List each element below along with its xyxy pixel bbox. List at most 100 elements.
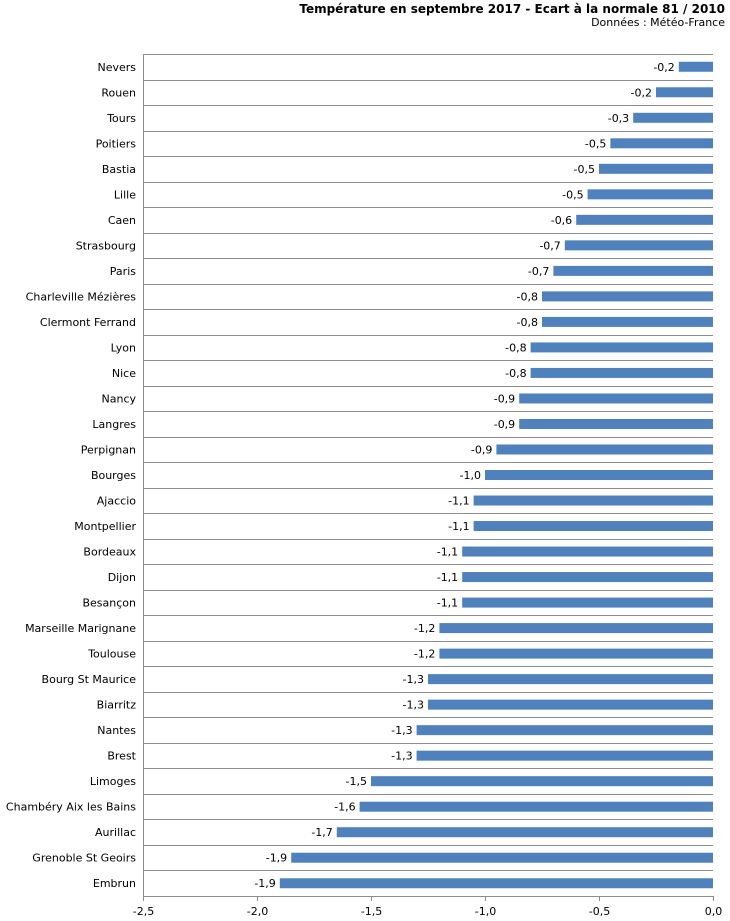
bar (428, 674, 713, 685)
bar (564, 240, 713, 251)
bar (428, 699, 713, 710)
bar (610, 138, 713, 149)
data-label: -0,5 (585, 137, 606, 150)
x-tick-label: -1,5 (361, 905, 382, 918)
bar (462, 546, 713, 557)
category-label: Poitiers (96, 137, 137, 150)
data-label: -0,7 (539, 239, 560, 252)
category-label: Biarritz (97, 699, 137, 712)
category-label: Paris (110, 265, 136, 278)
x-tick-label: -1,0 (475, 905, 496, 918)
category-label: Marseille Marignane (25, 622, 136, 635)
x-tick-label: 0,0 (705, 905, 723, 918)
category-label: Bordeaux (83, 546, 136, 559)
data-label: -0,8 (517, 316, 538, 329)
category-label: Clermont Ferrand (40, 316, 136, 329)
data-label: -1,7 (311, 826, 332, 839)
category-label: Montpellier (74, 520, 136, 533)
data-label: -1,9 (254, 877, 275, 890)
bar (530, 342, 713, 353)
data-label: -1,6 (334, 801, 355, 814)
data-label: -1,1 (448, 520, 469, 533)
bar (462, 597, 713, 608)
category-label: Nantes (97, 724, 136, 737)
bar (519, 418, 713, 429)
category-label: Nancy (102, 392, 137, 405)
bar (633, 112, 713, 123)
data-label: -0,8 (517, 290, 538, 303)
chart-title: Température en septembre 2017 - Ecart à … (299, 2, 725, 16)
category-label: Ajaccio (97, 495, 136, 508)
data-label: -1,2 (414, 622, 435, 635)
bar (496, 444, 713, 455)
data-label: -1,3 (391, 724, 412, 737)
category-label: Rouen (101, 86, 136, 99)
data-label: -1,3 (403, 699, 424, 712)
bar (576, 214, 713, 225)
data-label: -0,2 (653, 61, 674, 74)
bar (336, 827, 713, 838)
bar (371, 776, 713, 787)
data-label: -0,6 (551, 214, 572, 227)
x-tick-label: -2,0 (247, 905, 268, 918)
data-label: -1,2 (414, 648, 435, 661)
data-label: -0,3 (608, 112, 629, 125)
bar (439, 623, 713, 634)
category-label: Strasbourg (76, 239, 136, 252)
bar (553, 265, 713, 276)
data-label: -1,1 (437, 546, 458, 559)
data-label: -1,9 (266, 852, 287, 865)
data-label: -0,5 (574, 163, 595, 176)
bar (473, 495, 713, 506)
bar (416, 725, 713, 736)
data-label: -1,1 (437, 571, 458, 584)
bar (530, 367, 713, 378)
category-label: Lille (114, 188, 136, 201)
chart-subtitle: Données : Météo-France (591, 16, 725, 29)
data-label: -0,5 (562, 188, 583, 201)
bar (599, 163, 713, 174)
category-label: Aurillac (95, 826, 136, 839)
data-label: -1,3 (403, 673, 424, 686)
category-label: Besançon (82, 597, 136, 610)
data-label: -0,8 (505, 367, 526, 380)
category-label: Lyon (111, 341, 136, 354)
x-tick-label: -2,5 (133, 905, 154, 918)
category-label: Bourg St Maurice (42, 673, 137, 686)
bar (359, 801, 713, 812)
bar (678, 61, 713, 72)
bar (587, 189, 713, 200)
bar (473, 521, 713, 532)
data-label: -1,5 (346, 775, 367, 788)
category-label: Caen (108, 214, 136, 227)
data-label: -1,0 (460, 469, 481, 482)
data-label: -1,3 (391, 750, 412, 763)
data-label: -0,9 (494, 418, 515, 431)
category-label: Grenoble St Geoirs (32, 852, 136, 865)
category-label: Charleville Mézières (26, 290, 137, 303)
data-label: -0,7 (528, 265, 549, 278)
data-label: -1,1 (437, 597, 458, 610)
data-label: -0,9 (471, 443, 492, 456)
bar (542, 316, 713, 327)
bar (416, 750, 713, 761)
category-label: Nice (112, 367, 136, 380)
bar (439, 648, 713, 659)
category-label: Bastia (102, 163, 136, 176)
x-tick-label: -0,5 (589, 905, 610, 918)
bar (279, 878, 713, 889)
category-label: Nevers (97, 61, 136, 74)
category-label: Limoges (90, 775, 136, 788)
bar (291, 852, 713, 863)
category-label: Perpignan (81, 443, 136, 456)
bar (485, 470, 713, 480)
data-label: -0,2 (631, 86, 652, 99)
category-label: Chambéry Aix les Bains (6, 801, 136, 814)
bar (462, 572, 713, 583)
category-label: Tours (106, 112, 136, 125)
category-label: Toulouse (87, 648, 136, 661)
category-label: Dijon (108, 571, 136, 584)
data-label: -1,1 (448, 495, 469, 508)
bar (542, 291, 713, 302)
